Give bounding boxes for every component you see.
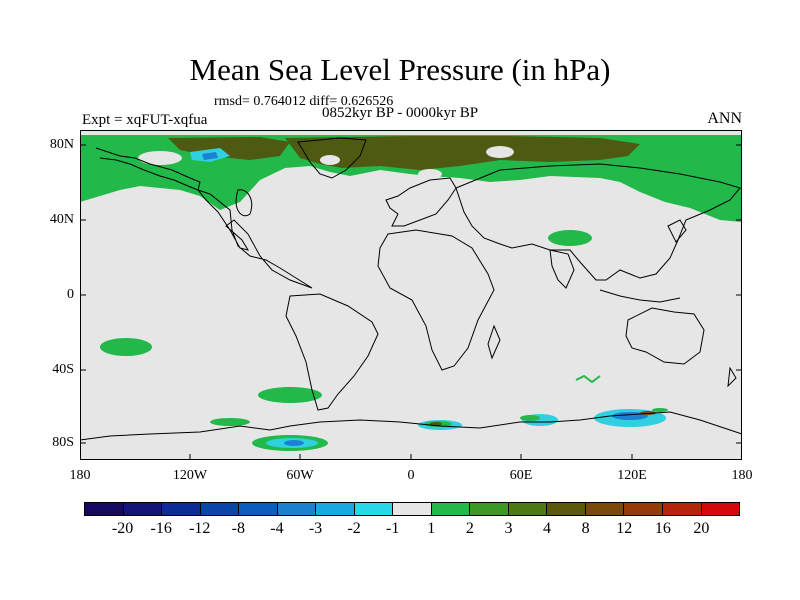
map-ticks <box>80 144 742 460</box>
colorbar-box-14 <box>624 503 663 515</box>
south-indian-zigzag <box>575 374 601 384</box>
lat-label-40s: 40S <box>52 362 74 377</box>
south-america <box>285 293 379 411</box>
colorbar-box-10 <box>470 503 509 515</box>
colorbar-box-7 <box>354 503 394 515</box>
lon-label-180-west: 180 <box>69 468 91 483</box>
arctic-gray-hole-4 <box>418 169 442 179</box>
period-text: 0852kyr BP - 0000kyr BP <box>322 105 479 121</box>
central-asia-green <box>548 230 592 246</box>
colorbar-label: 3 <box>504 520 513 537</box>
colorbar-box-6 <box>316 503 355 515</box>
colorbar-box-9 <box>431 503 471 515</box>
colorbar-box-16 <box>701 503 740 515</box>
lat-label-80s: 80S <box>52 435 74 450</box>
colorbar-label: -1 <box>386 520 400 537</box>
lon-label-60e: 60E <box>509 468 533 483</box>
colorbar-box-0 <box>85 503 124 515</box>
hudson-bay <box>235 189 253 217</box>
colorbar-label: 12 <box>616 520 633 537</box>
colorbar-box-2 <box>162 503 201 515</box>
arctic-blue-patch <box>202 152 218 160</box>
antarctic-green-west <box>210 418 250 426</box>
madagascar <box>487 324 501 360</box>
colorbar-label: -3 <box>308 520 323 537</box>
new-zealand <box>727 366 737 388</box>
lat-label-80n: 80N <box>49 137 74 152</box>
colorbar-label: 20 <box>693 520 710 537</box>
colorbar-label: 2 <box>465 520 474 537</box>
colorbar-label: -4 <box>270 520 284 537</box>
arctic-gray-hole-3 <box>486 146 514 158</box>
antarctic-blue-south <box>284 440 304 446</box>
asia <box>455 163 741 281</box>
antarctica <box>80 411 742 441</box>
greenland <box>297 137 367 179</box>
north-america-coast <box>95 147 313 289</box>
colorbar-box-13 <box>585 503 625 515</box>
lat-label-40n: 40N <box>49 212 74 227</box>
africa <box>377 229 495 371</box>
colorbar-label: 1 <box>427 520 436 537</box>
colorbar-label: -8 <box>231 520 245 537</box>
colorbar-box-1 <box>123 503 163 515</box>
arctic-gray-hole-1 <box>138 151 182 165</box>
lon-label-120w: 120W <box>172 468 208 483</box>
drake-passage-green <box>258 387 322 403</box>
experiment-label: Expt = xqFUT-xqfua <box>82 112 208 128</box>
arctic-olive-core <box>285 136 640 170</box>
colorbar-label: -16 <box>150 520 172 537</box>
chart-title: Mean Sea Level Pressure (in hPa) <box>189 52 611 87</box>
indonesia <box>599 289 681 303</box>
australia <box>625 307 705 365</box>
europe <box>385 177 457 227</box>
colorbar-label: 4 <box>543 520 552 537</box>
colorbar <box>84 502 740 516</box>
stats-text: rmsd= 0.764012 diff= 0.626526 <box>214 94 394 109</box>
lon-label-120e: 120E <box>617 468 647 483</box>
south-pacific-green <box>100 338 152 356</box>
india <box>549 249 575 289</box>
colorbar-box-12 <box>547 503 586 515</box>
colorbar-label: -2 <box>347 520 361 537</box>
antarctic-green-east-4 <box>652 408 668 412</box>
colorbar-box-11 <box>508 503 548 515</box>
colorbar-box-5 <box>277 503 317 515</box>
colorbar-label: -20 <box>111 520 134 537</box>
colorbar-box-3 <box>200 503 240 515</box>
colorbar-box-8 <box>393 503 432 515</box>
japan <box>667 219 687 243</box>
season-label: ANN <box>707 110 742 127</box>
arctic-olive-west <box>168 137 290 160</box>
lon-label-0: 0 <box>407 468 415 483</box>
pressure-map <box>80 130 742 460</box>
colorbar-label: -12 <box>189 520 211 537</box>
colorbar-label: 8 <box>581 520 590 537</box>
colorbar-box-15 <box>662 503 702 515</box>
lat-label-0: 0 <box>67 287 74 302</box>
lon-label-180-east: 180 <box>731 468 753 483</box>
antarctic-green-east-2 <box>520 415 540 421</box>
coastlines <box>80 137 742 441</box>
colorbar-box-4 <box>239 503 278 515</box>
lon-label-60w: 60W <box>286 468 314 483</box>
colorbar-label: 16 <box>654 520 671 537</box>
arctic-gray-hole-2 <box>320 155 340 165</box>
